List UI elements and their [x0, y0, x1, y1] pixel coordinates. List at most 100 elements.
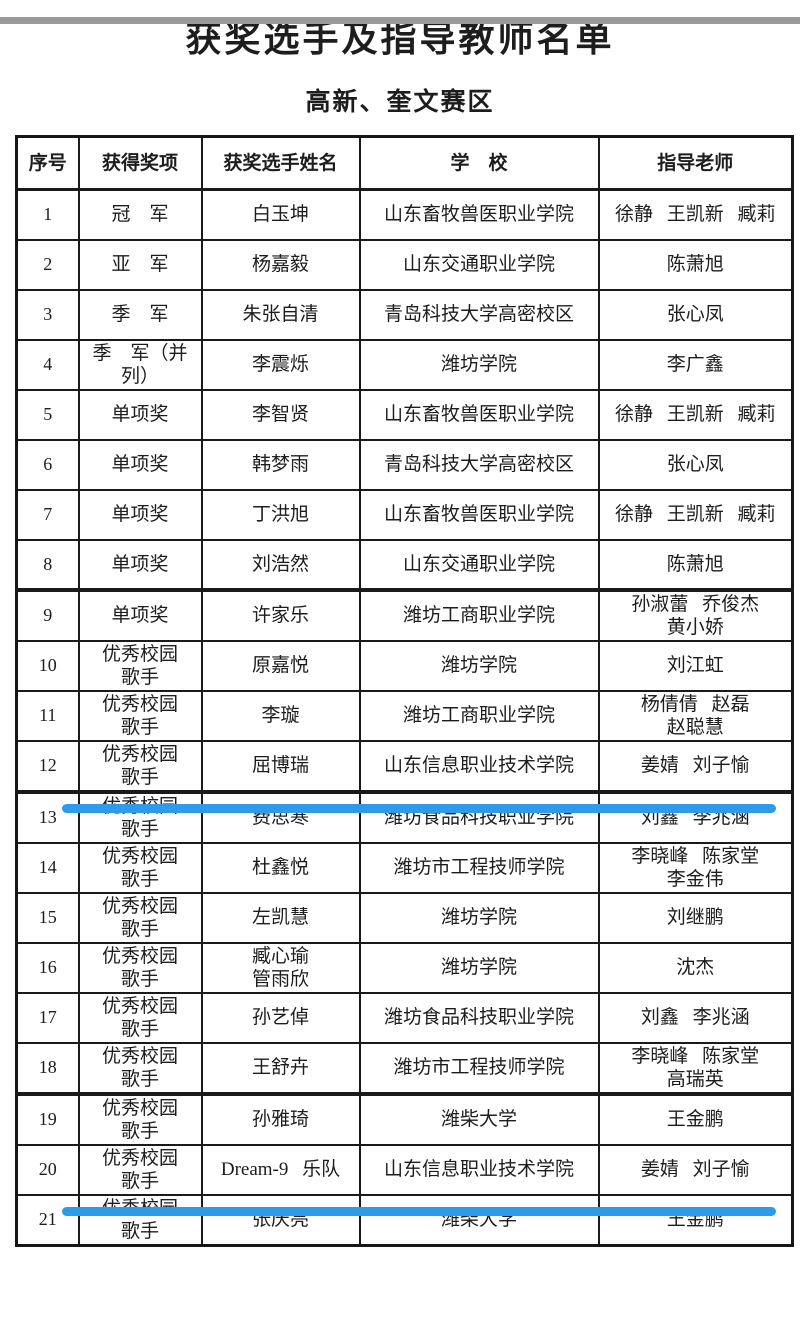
cell-school: 潍柴大学	[358, 1193, 600, 1246]
cell-no: 15	[15, 891, 80, 944]
cell-no: 12	[15, 739, 80, 793]
cell-school: 潍坊工商职业学院	[358, 587, 600, 642]
cell-school: 山东畜牧兽医职业学院	[358, 188, 600, 241]
col-header-index: 序号	[15, 135, 80, 191]
table-row: 9 单项奖 许家乐 潍坊工商职业学院 孙淑蕾 乔俊杰 黄小娇	[15, 587, 794, 642]
cell-teachers: 杨倩倩 赵磊 赵聪慧	[597, 689, 794, 742]
cell-teachers: 徐静 王凯新 臧莉	[597, 388, 794, 441]
cell-school: 潍坊市工程技师学院	[358, 841, 600, 894]
cell-no: 4	[15, 338, 80, 391]
cell-school: 潍坊学院	[358, 338, 600, 391]
cell-award: 单项奖	[77, 488, 203, 541]
table-row: 14 优秀校园 歌手 杜鑫悦 潍坊市工程技师学院 李晓峰 陈家堂 李金伟	[15, 841, 794, 894]
col-header-award: 获得奖项	[77, 135, 203, 191]
cell-teachers: 姜婧 刘子愉	[597, 739, 794, 793]
cell-teachers: 王金鹏	[597, 1193, 794, 1246]
cell-teachers: 王金鹏	[597, 1091, 794, 1146]
cell-award: 优秀校园 歌手	[77, 991, 203, 1044]
cell-no: 1	[15, 188, 80, 241]
cell-award: 单项奖	[77, 587, 203, 642]
cell-award: 优秀校园 歌手	[77, 891, 203, 944]
cell-name: 朱张自清	[200, 288, 361, 341]
cell-teachers: 姜婧 刘子愉	[597, 1143, 794, 1196]
cell-no: 9	[15, 587, 80, 642]
cell-teachers: 沈杰	[597, 941, 794, 994]
cell-no: 11	[15, 689, 80, 742]
cell-school: 潍坊食品科技职业学院	[358, 789, 600, 844]
cell-name: 许家乐	[200, 587, 361, 642]
cell-no: 3	[15, 288, 80, 341]
cell-school: 青岛科技大学高密校区	[358, 438, 600, 491]
cell-award: 优秀校园 歌手	[77, 841, 203, 894]
cell-name: 杨嘉毅	[200, 238, 361, 291]
table-row: 11 优秀校园 歌手 李璇 潍坊工商职业学院 杨倩倩 赵磊 赵聪慧	[15, 689, 794, 742]
cell-name: 臧心瑜 管雨欣	[200, 941, 361, 994]
cell-name: 韩梦雨	[200, 438, 361, 491]
highlight-underline	[62, 1206, 776, 1216]
cell-school: 山东畜牧兽医职业学院	[358, 388, 600, 441]
cell-award: 优秀校园 歌手	[77, 1193, 203, 1246]
cell-school: 山东信息职业技术学院	[358, 739, 600, 793]
table-row: 15 优秀校园 歌手 左凯慧 潍坊学院 刘继鹏	[15, 891, 794, 944]
cell-school: 潍柴大学	[358, 1091, 600, 1146]
cell-award: 优秀校园 歌手	[77, 689, 203, 742]
cell-name: 杜鑫悦	[200, 841, 361, 894]
cell-award: 单项奖	[77, 538, 203, 591]
cell-name: 孙艺倬	[200, 991, 361, 1044]
cell-teachers: 徐静 王凯新 臧莉	[597, 488, 794, 541]
cell-award: 季 军	[77, 288, 203, 341]
cell-award: 优秀校园 歌手	[77, 739, 203, 793]
col-header-school: 学 校	[358, 135, 600, 191]
cell-school: 潍坊工商职业学院	[358, 689, 600, 742]
table-row: 5 单项奖 李智贤 山东畜牧兽医职业学院 徐静 王凯新 臧莉	[15, 388, 794, 441]
cell-school: 潍坊食品科技职业学院	[358, 991, 600, 1044]
cell-teachers: 刘鑫 李兆涵	[597, 789, 794, 844]
cell-name: 左凯慧	[200, 891, 361, 944]
cell-name: 孙雅琦	[200, 1091, 361, 1146]
cell-teachers: 张心凤	[597, 288, 794, 341]
scan-edge-bar	[0, 17, 800, 24]
cell-name: Dream-9 乐队	[200, 1143, 361, 1196]
cell-award: 单项奖	[77, 388, 203, 441]
cell-name: 张庆亮	[200, 1193, 361, 1246]
table-row: 19 优秀校园 歌手 孙雅琦 潍柴大学 王金鹏	[15, 1091, 794, 1146]
cell-name: 屈博瑞	[200, 739, 361, 793]
cell-name: 刘浩然	[200, 538, 361, 591]
cell-no: 13	[15, 789, 80, 844]
cell-no: 8	[15, 538, 80, 591]
cell-award: 季 军（并 列）	[77, 338, 203, 391]
cell-award: 优秀校园 歌手	[77, 1143, 203, 1196]
cell-no: 18	[15, 1041, 80, 1095]
page-title: 获奖选手及指导教师名单	[185, 19, 615, 59]
cell-name: 原嘉悦	[200, 639, 361, 692]
cell-no: 14	[15, 841, 80, 894]
table-row: 6 单项奖 韩梦雨 青岛科技大学高密校区 张心凤	[15, 438, 794, 491]
region-subtitle: 高新、奎文赛区	[305, 89, 495, 116]
cell-teachers: 徐静 王凯新 臧莉	[597, 188, 794, 241]
cell-teachers: 李晓峰 陈家堂 李金伟	[597, 841, 794, 894]
cell-school: 山东交通职业学院	[358, 238, 600, 291]
cell-no: 17	[15, 991, 80, 1044]
cell-teachers: 刘鑫 李兆涵	[597, 991, 794, 1044]
cell-teachers: 刘江虹	[597, 639, 794, 692]
cell-name: 白玉坤	[200, 188, 361, 241]
cell-no: 6	[15, 438, 80, 491]
cell-school: 潍坊学院	[358, 941, 600, 994]
cell-award: 优秀校园 歌手	[77, 1091, 203, 1146]
cell-award: 优秀校园 歌手	[77, 941, 203, 994]
cell-teachers: 李晓峰 陈家堂 高瑞英	[597, 1041, 794, 1095]
cell-name: 李璇	[200, 689, 361, 742]
cell-school: 山东畜牧兽医职业学院	[358, 488, 600, 541]
cell-teachers: 刘继鹏	[597, 891, 794, 944]
cell-name: 费思寒	[200, 789, 361, 844]
cell-award: 单项奖	[77, 438, 203, 491]
cell-teachers: 孙淑蕾 乔俊杰 黄小娇	[597, 587, 794, 642]
cell-name: 王舒卉	[200, 1041, 361, 1095]
cell-award: 亚 军	[77, 238, 203, 291]
table-row: 8 单项奖 刘浩然 山东交通职业学院 陈萧旭	[15, 538, 794, 591]
